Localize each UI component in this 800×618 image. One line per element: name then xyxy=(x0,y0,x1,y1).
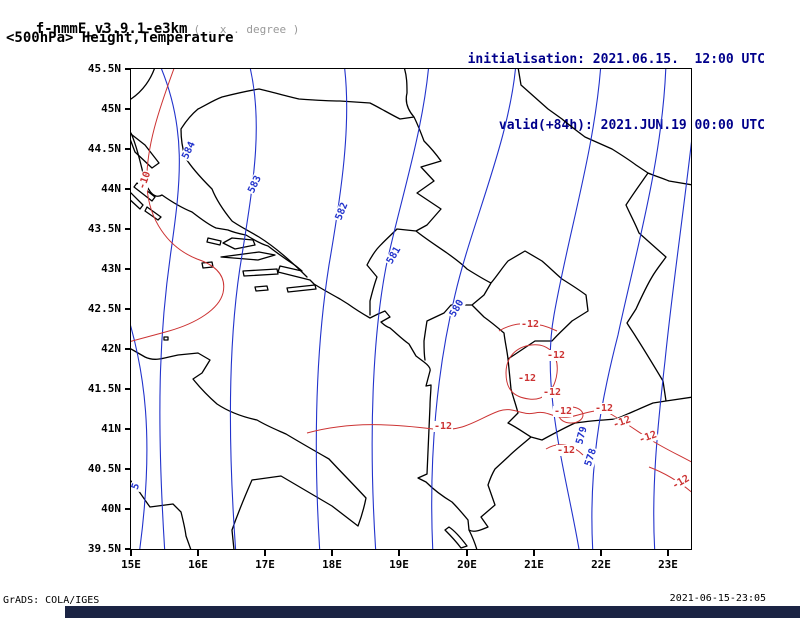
run-info: initialisation: 2021.06.15. 12:00 UTC va… xyxy=(468,5,765,181)
lat-tick-label: 44.5N xyxy=(87,142,121,155)
hgt-contour-line xyxy=(549,69,602,549)
map-canvas: 584 583 582 581 580 579 578 5 -10 -12 -12 -12 -12 -1… xyxy=(131,69,691,549)
lon-tick-mark xyxy=(331,550,333,556)
lat-tick-label: 44N xyxy=(101,182,121,195)
lon-tick-label: 15E xyxy=(121,558,141,571)
lon-tick-mark xyxy=(130,550,132,556)
valid-time: valid(+84h): 2021.JUN.19 00:00 UTC xyxy=(498,118,765,133)
height-contours xyxy=(131,69,691,549)
lon-tick-label: 19E xyxy=(389,558,409,571)
hgt-contour-line xyxy=(591,69,667,549)
lon-tick-label: 17E xyxy=(255,558,275,571)
map-svg xyxy=(131,69,691,549)
hgt-contour-line xyxy=(431,69,516,549)
lon-tick-label: 20E xyxy=(457,558,477,571)
country-borders xyxy=(131,69,691,532)
lat-tick-label: 42N xyxy=(101,342,121,355)
lat-tick-label: 40.5N xyxy=(87,462,121,475)
grads-credit: GrADS: COLA/IGES xyxy=(3,595,100,606)
lon-tick-label: 23E xyxy=(658,558,678,571)
field-title: <500hPa> Height,Temperature xyxy=(6,30,234,46)
lat-tick-label: 43.5N xyxy=(87,222,121,235)
lat-tick-label: 45N xyxy=(101,102,121,115)
model-name-text: f-nmmE_v3.9.1-e3km xyxy=(35,21,188,37)
hgt-contour-line xyxy=(653,141,691,549)
lon-tick-mark xyxy=(533,550,535,556)
lon-tick-label: 18E xyxy=(322,558,342,571)
coastline-adriatic-east xyxy=(131,132,478,549)
hgt-contour-line xyxy=(131,325,148,549)
tmp-contour-line xyxy=(498,323,558,332)
creation-timestamp: 2021-06-15-23:05 xyxy=(669,593,766,604)
lon-tick-label: 21E xyxy=(524,558,544,571)
lon-tick-mark xyxy=(197,550,199,556)
lat-tick-label: 42.5N xyxy=(87,302,121,315)
islands xyxy=(131,133,468,549)
temp-contours xyxy=(131,69,691,493)
lon-tick-mark xyxy=(398,550,400,556)
hgt-contour-line xyxy=(315,69,348,549)
lat-tick-label: 39.5N xyxy=(87,542,121,555)
resolution-note: ( . x . degree ) xyxy=(193,23,300,36)
lat-tick-label: 43N xyxy=(101,262,121,275)
coastline-italy xyxy=(131,348,367,549)
lat-tick-label: 45.5N xyxy=(87,62,121,75)
model-name: f-nmmE_v3.9.1-e3km ( . x . degree ) xyxy=(2,5,300,53)
tmp-contour-line xyxy=(545,444,584,456)
lon-tick-mark xyxy=(264,550,266,556)
lon-tick-label: 16E xyxy=(188,558,208,571)
lon-tick-label: 22E xyxy=(591,558,611,571)
bottom-window-bar xyxy=(65,606,800,618)
map-plot-area: 45.5N 45N 44.5N 44N 43.5N 43N 42.5N xyxy=(88,62,692,571)
lat-tick-label: 41N xyxy=(101,422,121,435)
lon-tick-mark xyxy=(667,550,669,556)
lon-tick-mark xyxy=(466,550,468,556)
lon-tick-mark xyxy=(600,550,602,556)
tmp-contour-line xyxy=(131,69,225,342)
hgt-contour-line xyxy=(371,69,429,549)
lat-tick-label: 40N xyxy=(101,502,121,515)
hgt-contour-line xyxy=(159,69,180,549)
basemap xyxy=(131,69,691,549)
hgt-contour-line xyxy=(229,69,257,549)
tmp-contour-line xyxy=(306,409,691,463)
tmp-contour-line xyxy=(505,344,558,400)
lat-tick-label: 41.5N xyxy=(87,382,121,395)
initialisation-time: initialisation: 2021.06.15. 12:00 UTC xyxy=(467,52,765,67)
